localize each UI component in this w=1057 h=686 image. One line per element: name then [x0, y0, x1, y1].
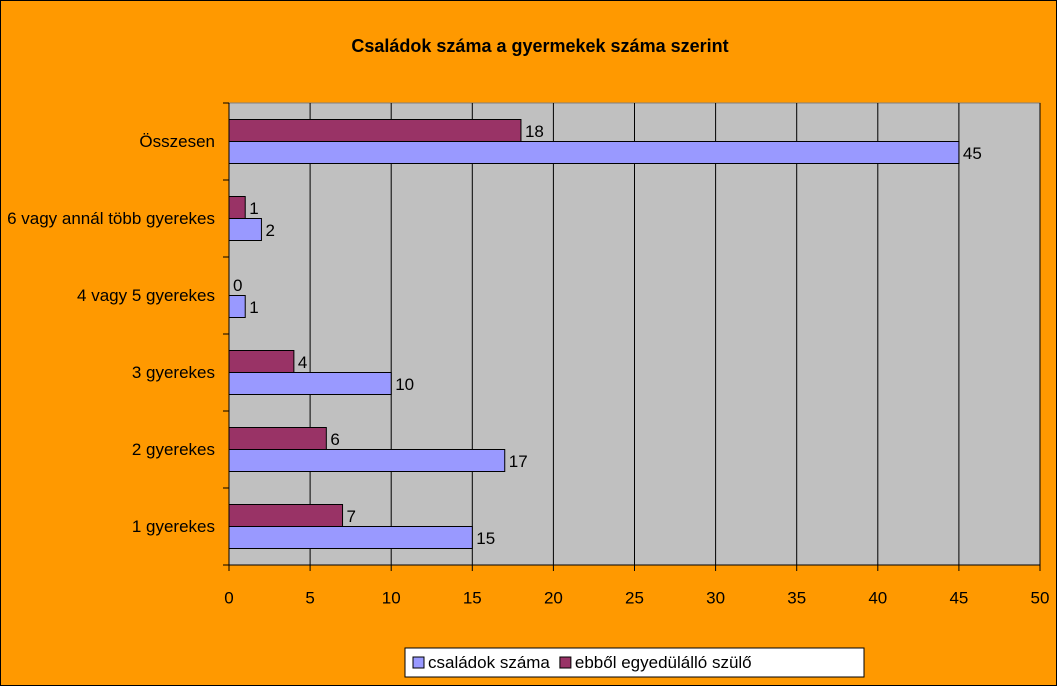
value-label: 1	[249, 298, 258, 317]
legend-swatch	[412, 656, 425, 669]
legend	[404, 647, 865, 678]
value-label: 18	[525, 122, 544, 141]
x-tick-label: 20	[544, 588, 563, 607]
x-tick-label: 5	[305, 588, 314, 607]
bar	[228, 218, 262, 241]
value-label: 0	[233, 276, 242, 295]
x-tick-label: 30	[706, 588, 725, 607]
bar	[228, 526, 473, 549]
x-tick-label: 10	[382, 588, 401, 607]
value-label: 6	[330, 430, 339, 449]
value-label: 1	[249, 199, 258, 218]
x-tick-label: 25	[625, 588, 644, 607]
x-tick-label: 35	[787, 588, 806, 607]
x-tick-label: 0	[224, 588, 233, 607]
chart-title: Családok száma a gyermekek száma szerint	[351, 36, 728, 56]
legend-label: ebből egyedülálló szülő	[575, 653, 752, 672]
value-label: 7	[347, 507, 356, 526]
value-label: 2	[265, 221, 274, 240]
legend-swatch	[559, 656, 572, 669]
bar	[228, 504, 344, 527]
y-tick-label: 4 vagy 5 gyerekes	[77, 285, 215, 305]
bar	[228, 350, 295, 373]
y-tick-label: Összesen	[139, 131, 215, 151]
legend-label: családok száma	[428, 653, 550, 672]
bar	[228, 295, 246, 318]
x-tick-label: 50	[1031, 588, 1050, 607]
y-tick-label: 2 gyerekes	[131, 439, 215, 459]
value-label: 10	[395, 375, 414, 394]
y-tick-label: 1 gyerekes	[131, 516, 215, 536]
y-tick-label: 3 gyerekes	[131, 362, 215, 382]
x-tick-label: 40	[868, 588, 887, 607]
y-tick-label: 6 vagy annál több gyerekes	[7, 208, 215, 228]
value-label: 17	[509, 452, 528, 471]
bar	[228, 141, 960, 164]
value-label: 45	[963, 144, 982, 163]
value-label: 4	[298, 353, 307, 372]
bar	[228, 119, 522, 142]
bar	[228, 196, 246, 219]
value-label: 15	[476, 529, 495, 548]
x-tick-label: 15	[463, 588, 482, 607]
bar	[228, 427, 327, 450]
bar	[228, 449, 506, 472]
bar	[228, 372, 392, 395]
x-tick-label: 45	[949, 588, 968, 607]
